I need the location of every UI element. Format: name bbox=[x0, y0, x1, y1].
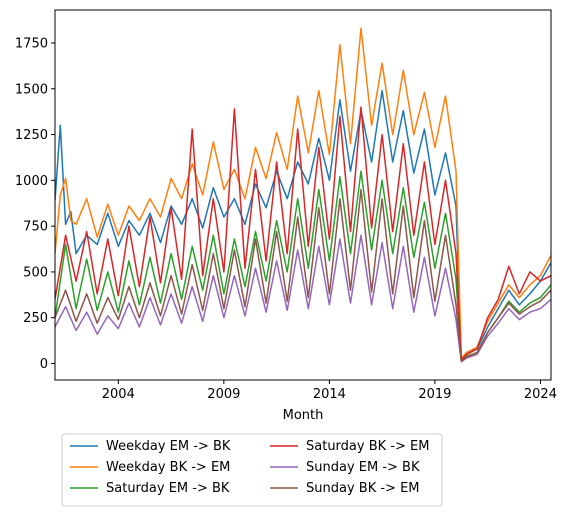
legend-label: Sunday EM -> BK bbox=[306, 460, 420, 475]
axes-border bbox=[54, 9, 552, 381]
series-line-saturday-bk-em bbox=[55, 106, 551, 361]
x-axis-title: Month bbox=[283, 408, 324, 423]
legend: Weekday EM -> BK Weekday BK -> EM Saturday… bbox=[61, 433, 443, 507]
y-tick-label: 250 bbox=[23, 311, 48, 326]
x-tick-label: 2004 bbox=[102, 387, 135, 402]
legend-item: Sunday BK -> EM bbox=[270, 481, 420, 496]
legend-item: Sunday EM -> BK bbox=[270, 460, 420, 475]
legend-item: Saturday EM -> BK bbox=[70, 481, 230, 496]
y-tick-label: 500 bbox=[23, 265, 48, 280]
legend-label: Weekday EM -> BK bbox=[106, 439, 231, 454]
y-tick-label: 1750 bbox=[15, 36, 48, 51]
legend-item: Weekday EM -> BK bbox=[70, 439, 231, 454]
x-tick-label: 2014 bbox=[313, 387, 346, 402]
series-line-sunday-bk-em bbox=[55, 188, 551, 363]
axes-frame bbox=[54, 9, 552, 381]
y-tick-label: 750 bbox=[23, 220, 48, 235]
series-layer bbox=[55, 27, 551, 363]
legend-box bbox=[61, 433, 443, 507]
y-tick-label: 0 bbox=[40, 357, 48, 372]
legend-label: Saturday EM -> BK bbox=[106, 481, 230, 496]
y-tick-label: 1500 bbox=[15, 82, 48, 97]
series-line-weekday-bk-em bbox=[55, 27, 551, 359]
x-tick-label: 2019 bbox=[418, 387, 451, 402]
x-tick-label: 2024 bbox=[524, 387, 557, 402]
x-tick-label: 2009 bbox=[207, 387, 240, 402]
legend-label: Sunday BK -> EM bbox=[306, 481, 420, 496]
legend-item: Saturday BK -> EM bbox=[270, 439, 429, 454]
y-tick-label: 1250 bbox=[15, 128, 48, 143]
legend-label: Saturday BK -> EM bbox=[306, 439, 429, 454]
y-tick-label: 1000 bbox=[15, 174, 48, 189]
legend-item: Weekday BK -> EM bbox=[70, 460, 230, 475]
x-axis: 2004 2009 2014 2019 2024 bbox=[102, 380, 557, 402]
legend-label: Weekday BK -> EM bbox=[106, 460, 230, 475]
y-axis: 0 250 500 750 1000 1250 1500 1750 bbox=[15, 36, 55, 372]
series-line-saturday-em-bk bbox=[55, 170, 551, 362]
